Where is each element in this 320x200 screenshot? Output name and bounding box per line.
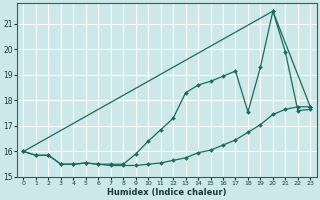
X-axis label: Humidex (Indice chaleur): Humidex (Indice chaleur) xyxy=(107,188,227,197)
